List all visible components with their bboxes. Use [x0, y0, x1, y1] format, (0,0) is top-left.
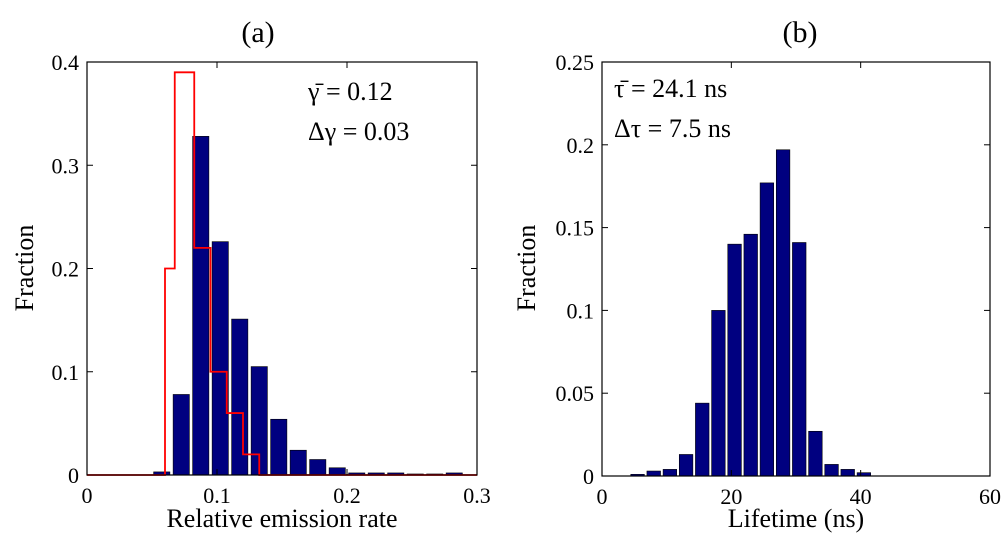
chart-panel-b: (b) 0 20 40 60 0 0.05 0.1 0.15 0.2 0.25 τ̄ = 24.…	[512, 16, 1001, 533]
step-line-a	[87, 71, 477, 476]
y-tick-label-b-4: 0.2	[567, 133, 595, 158]
bar-b-6	[727, 243, 742, 477]
bar-a-1	[172, 394, 190, 476]
bar-a-4	[231, 318, 249, 476]
x-ticks-b: 0 20 40 60	[597, 62, 1001, 509]
x-tick-label-b-3: 60	[979, 484, 1001, 509]
bar-b-1	[646, 470, 661, 477]
y-tick-label-a-3: 0.3	[52, 153, 80, 178]
y-axis-label-a: Fraction	[10, 225, 39, 312]
bar-b-9	[775, 149, 791, 477]
y-tick-label-b-2: 0.1	[567, 298, 595, 323]
plot-frame-a	[86, 61, 478, 476]
y-ticks-b: 0 0.05 0.1 0.15 0.2 0.25	[556, 50, 990, 489]
annotation-delta-tau: Δτ = 7.5 ns	[614, 114, 731, 143]
bar-a-9	[328, 467, 346, 476]
y-tick-label-b-3: 0.15	[556, 216, 595, 241]
x-tick-label-a-3: 0.3	[463, 483, 491, 508]
bars-a	[153, 136, 463, 476]
annotation-delta-gamma: Δγ = 0.03	[308, 117, 409, 146]
x-axis-label-a: Relative emission rate	[166, 504, 397, 533]
panel-label-a: (a)	[241, 16, 274, 49]
annotation-mean-tau: τ̄ = 24.1 ns	[614, 74, 727, 103]
panel-label-b: (b)	[783, 16, 818, 49]
y-tick-label-b-0: 0	[583, 464, 594, 489]
bar-b-3	[678, 454, 694, 477]
x-axis-label-b: Lifetime (ns)	[728, 504, 864, 533]
bar-b-12	[824, 464, 839, 477]
bar-a-3	[211, 241, 229, 476]
bar-b-2	[662, 469, 677, 477]
bar-a-8	[309, 459, 327, 476]
annotation-mean-gamma: γ̄ = 0.12	[307, 77, 393, 106]
y-tick-label-a-4: 0.4	[52, 50, 80, 75]
bar-a-7	[289, 449, 307, 476]
y-axis-label-b: Fraction	[512, 225, 541, 312]
step-series-a	[87, 71, 477, 476]
x-tick-label-b-2: 40	[850, 484, 872, 509]
x-tick-label-a-2: 0.2	[333, 483, 361, 508]
y-tick-label-a-1: 0.1	[52, 360, 80, 385]
bars-b	[630, 149, 871, 477]
bar-b-4	[695, 402, 710, 477]
bar-b-11	[808, 430, 823, 477]
x-tick-label-b-1: 20	[720, 484, 742, 509]
bar-b-8	[759, 182, 774, 477]
bar-b-7	[743, 233, 758, 477]
bar-b-5	[711, 310, 726, 477]
plot-frame-b	[601, 61, 991, 477]
x-ticks-a: 0 0.1 0.2 0.3	[82, 62, 491, 508]
y-ticks-a: 0 0.1 0.2 0.3 0.4	[52, 50, 477, 488]
x-tick-label-a-1: 0.1	[203, 483, 231, 508]
y-tick-label-b-1: 0.05	[556, 381, 595, 406]
x-tick-label-b-0: 0	[597, 484, 608, 509]
y-tick-label-a-0: 0	[68, 463, 79, 488]
bar-b-13	[840, 469, 855, 477]
x-tick-label-a-0: 0	[82, 483, 93, 508]
bar-a-6	[270, 418, 288, 476]
y-tick-label-b-5: 0.25	[556, 50, 595, 75]
bar-b-10	[792, 242, 807, 477]
chart-panel-a: (a) 0 0.1 0.2 0.3 0 0.1 0.2 0.3 0.4 γ̄ = 0.12 Δ…	[10, 16, 491, 533]
y-tick-label-a-2: 0.2	[52, 257, 80, 282]
